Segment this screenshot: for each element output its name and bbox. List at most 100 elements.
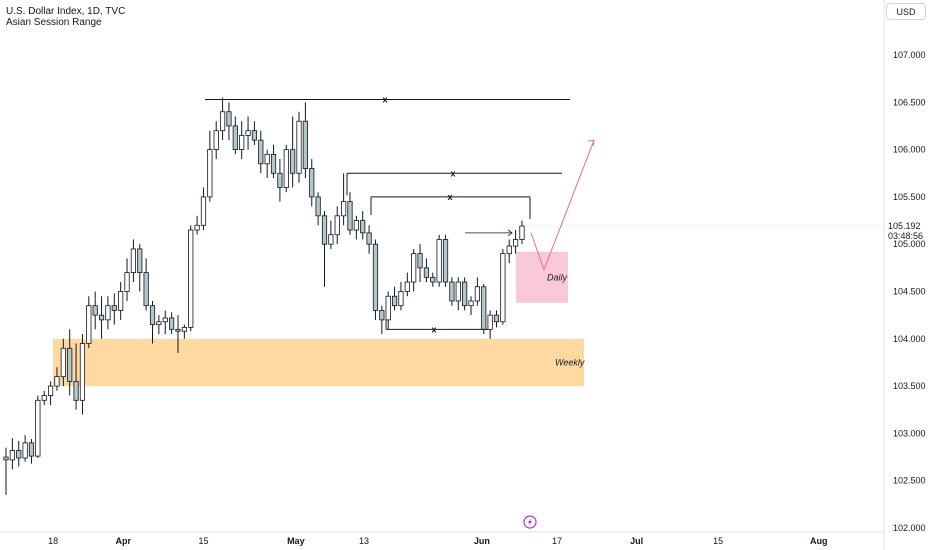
candle: [277, 159, 283, 202]
candle: [219, 97, 226, 141]
candle-body: [251, 130, 258, 141]
candle-body: [219, 111, 226, 132]
candle: [175, 315, 181, 353]
candle: [309, 159, 315, 207]
candle-body: [239, 135, 245, 151]
candle-body: [366, 232, 372, 245]
candle: [328, 220, 334, 249]
candle-body: [41, 395, 47, 401]
candle-body: [137, 248, 143, 273]
candle-body: [423, 267, 430, 278]
weekly-zone-label: Weekly: [555, 357, 585, 367]
candle-body: [353, 220, 359, 231]
candle: [315, 192, 321, 226]
weekly-zone: [53, 338, 584, 387]
candle-body: [149, 305, 156, 326]
candle: [28, 439, 35, 464]
y-tick-label: 102.500: [893, 476, 926, 486]
candle: [366, 225, 372, 254]
x-tick-label: Jun: [474, 536, 490, 546]
candle-body: [92, 305, 98, 316]
candle-body: [519, 225, 525, 240]
level-x-mark: x: [447, 192, 452, 202]
candle-body: [372, 243, 379, 311]
candle: [385, 291, 391, 330]
candle: [353, 215, 359, 240]
candle: [417, 244, 423, 283]
candle: [321, 211, 328, 287]
candle-body: [449, 281, 455, 302]
candle: [391, 286, 398, 311]
candle: [111, 293, 117, 325]
candle: [105, 296, 111, 330]
candle-body: [232, 125, 238, 150]
candle: [47, 381, 54, 406]
candle-body: [474, 286, 480, 302]
candle: [360, 211, 366, 240]
candle: [239, 121, 245, 160]
candle: [379, 305, 385, 335]
candle-body: [3, 456, 9, 461]
level-x-mark: x: [450, 168, 455, 178]
candle-body: [258, 139, 264, 165]
candle: [296, 111, 302, 183]
candle: [251, 121, 258, 145]
y-tick-label: 105.500: [893, 192, 926, 202]
chart-title: U.S. Dollar Index, 1D, TVC: [6, 6, 126, 17]
candle-body: [302, 120, 308, 169]
level-x-mark: x: [382, 94, 387, 104]
candle-body: [175, 328, 181, 332]
candle: [372, 239, 379, 320]
candle-body: [22, 442, 28, 459]
candle: [156, 315, 162, 335]
candle-body: [334, 215, 340, 236]
candle: [290, 116, 296, 188]
candle: [137, 244, 143, 292]
candle: [487, 310, 493, 339]
candle-body: [411, 253, 417, 283]
candle: [449, 277, 455, 306]
candle-body: [143, 272, 149, 307]
candle-body: [124, 272, 130, 292]
candle: [118, 282, 124, 320]
candle-body: [417, 253, 423, 269]
candle: [341, 173, 347, 226]
candle: [9, 438, 15, 470]
candle: [92, 291, 98, 330]
candle-body: [28, 442, 35, 457]
candle-body: [513, 239, 519, 247]
candle: [462, 277, 468, 311]
y-tick-label: 105.000: [893, 239, 926, 249]
candle: [519, 220, 525, 245]
candle-body: [296, 120, 302, 174]
candle-body: [105, 305, 111, 321]
candle-body: [442, 239, 449, 283]
y-tick-label: 102.000: [893, 523, 926, 533]
candle-body: [430, 276, 436, 283]
candle-body: [156, 321, 162, 326]
candle: [149, 300, 156, 344]
x-tick-label: Jul: [630, 536, 643, 546]
projection-arrow-head: [587, 139, 595, 147]
candle-body: [54, 376, 60, 387]
candle: [3, 447, 9, 495]
candle-body: [213, 130, 219, 150]
candle: [181, 324, 187, 339]
candle: [493, 310, 500, 328]
candle: [169, 312, 175, 335]
candle: [283, 144, 289, 193]
candle: [423, 258, 430, 283]
candle-body: [493, 314, 500, 323]
y-tick-label: 103.500: [893, 381, 926, 391]
candle: [35, 395, 41, 458]
currency-button[interactable]: USD: [886, 3, 926, 20]
x-tick-label: Aug: [810, 536, 828, 546]
candle: [162, 310, 168, 335]
candle-body: [455, 281, 461, 302]
candle: [232, 116, 238, 155]
candle-body: [200, 196, 207, 226]
candle: [16, 440, 22, 467]
candle-body: [309, 168, 315, 198]
candle: [302, 102, 308, 178]
